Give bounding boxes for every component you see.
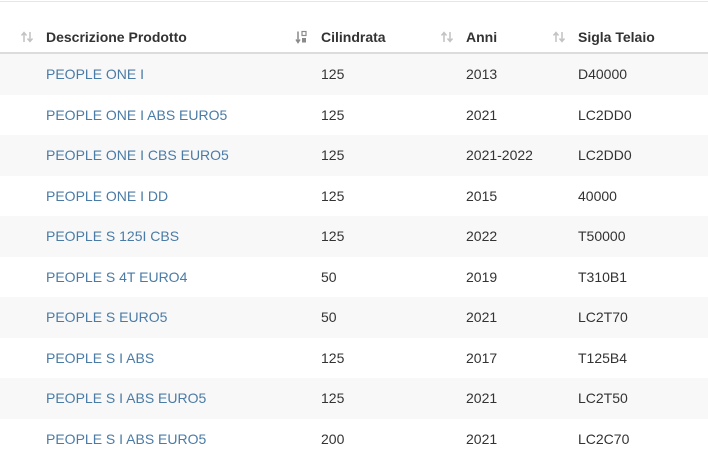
anni-value: 2017 xyxy=(466,349,498,366)
table-row: PEOPLE S 125I CBS 125 2022 T50000 xyxy=(0,216,708,257)
product-link[interactable]: PEOPLE S I ABS EURO5 xyxy=(46,430,207,447)
table-row: PEOPLE S I ABS EURO5 125 2021 LC2T50 xyxy=(0,378,708,419)
anni-value: 2022 xyxy=(466,228,498,244)
column-header-descrizione-prodotto[interactable]: Descrizione Prodotto xyxy=(0,22,300,52)
column-header-cilindrata[interactable]: Cilindrata xyxy=(295,22,440,52)
table-row: PEOPLE S EURO5 50 2021 LC2T70 xyxy=(0,297,708,338)
product-link[interactable]: PEOPLE S EURO5 xyxy=(46,309,168,325)
cilindrata-value: 125 xyxy=(321,147,345,163)
sigla-telaio-value: T125B4 xyxy=(578,349,628,366)
product-link[interactable]: PEOPLE ONE I DD xyxy=(46,187,169,204)
anni-value: 2021 xyxy=(466,430,498,447)
anni-value: 2021 xyxy=(466,106,498,123)
sigla-telaio-value: LC2C70 xyxy=(578,430,630,447)
table-row: PEOPLE S 4T EURO4 50 2019 T310B1 xyxy=(0,256,708,297)
sigla-telaio-value: LC2T70 xyxy=(578,309,628,325)
cilindrata-value: 125 xyxy=(321,228,345,244)
cilindrata-value: 125 xyxy=(321,66,345,82)
product-link[interactable]: PEOPLE S I ABS EURO5 xyxy=(46,390,207,406)
cilindrata-value: 200 xyxy=(321,430,345,447)
column-header-label: Cilindrata xyxy=(321,29,386,45)
product-link[interactable]: PEOPLE ONE I CBS EURO5 xyxy=(46,147,229,163)
table-top-divider xyxy=(0,1,708,2)
sort-both-icon xyxy=(440,31,454,43)
sigla-telaio-value: 40000 xyxy=(578,187,617,204)
cilindrata-value: 125 xyxy=(321,349,345,366)
cilindrata-value: 125 xyxy=(321,390,345,406)
cilindrata-value: 125 xyxy=(321,106,345,123)
sigla-telaio-value: LC2T50 xyxy=(578,390,628,406)
anni-value: 2021 xyxy=(466,309,498,325)
table-row: PEOPLE ONE I 125 2013 D40000 xyxy=(0,54,708,95)
anni-value: 2021-2022 xyxy=(466,147,533,163)
table-row: PEOPLE S I ABS EURO5 200 2021 LC2C70 xyxy=(0,418,708,459)
cilindrata-value: 50 xyxy=(321,309,337,325)
column-header-label: Anni xyxy=(466,29,498,45)
table-row: PEOPLE ONE I ABS EURO5 125 2021 LC2DD0 xyxy=(0,94,708,135)
sigla-telaio-value: T50000 xyxy=(578,228,626,244)
sigla-telaio-value: LC2DD0 xyxy=(578,106,632,123)
sort-both-icon xyxy=(552,31,566,43)
column-header-sigla-telaio[interactable]: Sigla Telaio xyxy=(552,22,708,52)
product-link[interactable]: PEOPLE ONE I xyxy=(46,66,145,82)
anni-value: 2021 xyxy=(466,390,498,406)
table-row: PEOPLE ONE I DD 125 2015 40000 xyxy=(0,175,708,216)
sigla-telaio-value: LC2DD0 xyxy=(578,147,632,163)
sigla-telaio-value: D40000 xyxy=(578,66,628,82)
sigla-telaio-value: T310B1 xyxy=(578,268,628,285)
cilindrata-value: 125 xyxy=(321,187,345,204)
cilindrata-value: 50 xyxy=(321,268,337,285)
product-link[interactable]: PEOPLE S 125I CBS xyxy=(46,228,180,244)
anni-value: 2019 xyxy=(466,268,498,285)
sort-numeric-ascending-icon xyxy=(295,30,307,44)
sort-both-icon xyxy=(20,31,34,43)
table-row: PEOPLE S I ABS 125 2017 T125B4 xyxy=(0,337,708,378)
column-header-label: Descrizione Prodotto xyxy=(46,29,187,45)
table-row: PEOPLE ONE I CBS EURO5 125 2021-2022 LC2… xyxy=(0,135,708,176)
column-header-label: Sigla Telaio xyxy=(578,29,655,45)
table-header: Descrizione Prodotto Cilindrata Anni Sig… xyxy=(0,22,708,54)
column-header-anni[interactable]: Anni xyxy=(440,22,552,52)
product-link[interactable]: PEOPLE ONE I ABS EURO5 xyxy=(46,106,228,123)
anni-value: 2015 xyxy=(466,187,498,204)
product-link[interactable]: PEOPLE S 4T EURO4 xyxy=(46,268,188,285)
product-link[interactable]: PEOPLE S I ABS xyxy=(46,349,155,366)
anni-value: 2013 xyxy=(466,66,498,82)
